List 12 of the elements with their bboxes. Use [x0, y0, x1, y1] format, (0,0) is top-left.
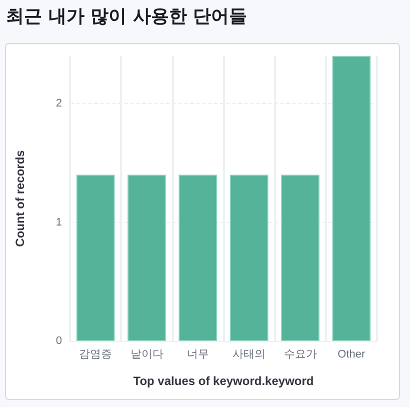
x-tick-label: 낱이다 — [130, 348, 164, 360]
x-tick-label: 너무 — [186, 348, 209, 360]
y-tick-label: 1 — [56, 216, 62, 228]
y-tick-label: 2 — [56, 98, 62, 110]
y-tick-label: 0 — [56, 335, 62, 347]
x-axis-title: Top values of keyword.keyword — [133, 374, 314, 388]
x-tick-label: Other — [338, 348, 366, 360]
x-tick-label: 감염증 — [79, 348, 112, 360]
y-axis-title: Count of records — [13, 150, 27, 247]
x-tick-label: 사태의 — [232, 348, 266, 360]
chart-title: 최근 내가 많이 사용한 단어들 — [6, 5, 248, 28]
x-tick-label: 수요가 — [284, 348, 317, 360]
